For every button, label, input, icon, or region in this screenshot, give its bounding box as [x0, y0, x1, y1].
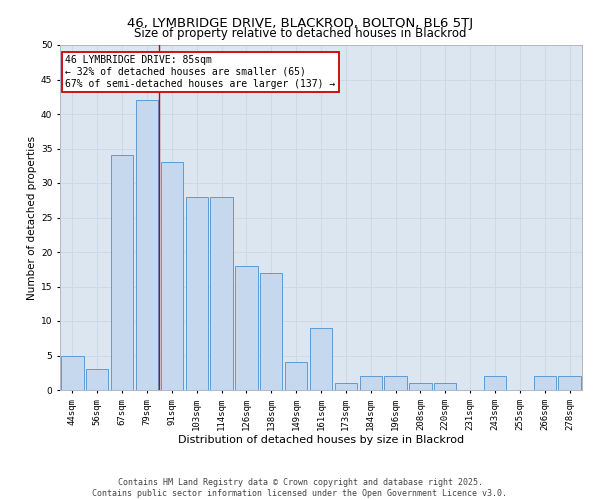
- Bar: [285, 362, 307, 390]
- Bar: [385, 376, 407, 390]
- Bar: [335, 383, 357, 390]
- Bar: [359, 376, 382, 390]
- Y-axis label: Number of detached properties: Number of detached properties: [26, 136, 37, 300]
- Bar: [559, 376, 581, 390]
- Text: 46, LYMBRIDGE DRIVE, BLACKROD, BOLTON, BL6 5TJ: 46, LYMBRIDGE DRIVE, BLACKROD, BOLTON, B…: [127, 18, 473, 30]
- Bar: [61, 356, 83, 390]
- Bar: [409, 383, 431, 390]
- Text: 46 LYMBRIDGE DRIVE: 85sqm
← 32% of detached houses are smaller (65)
67% of semi-: 46 LYMBRIDGE DRIVE: 85sqm ← 32% of detac…: [65, 56, 335, 88]
- Bar: [161, 162, 183, 390]
- Bar: [533, 376, 556, 390]
- Bar: [136, 100, 158, 390]
- Bar: [86, 370, 109, 390]
- Bar: [310, 328, 332, 390]
- X-axis label: Distribution of detached houses by size in Blackrod: Distribution of detached houses by size …: [178, 436, 464, 446]
- Bar: [484, 376, 506, 390]
- Text: Contains HM Land Registry data © Crown copyright and database right 2025.
Contai: Contains HM Land Registry data © Crown c…: [92, 478, 508, 498]
- Bar: [185, 197, 208, 390]
- Bar: [235, 266, 257, 390]
- Bar: [211, 197, 233, 390]
- Text: Size of property relative to detached houses in Blackrod: Size of property relative to detached ho…: [134, 28, 466, 40]
- Bar: [111, 156, 133, 390]
- Bar: [434, 383, 457, 390]
- Bar: [260, 272, 283, 390]
